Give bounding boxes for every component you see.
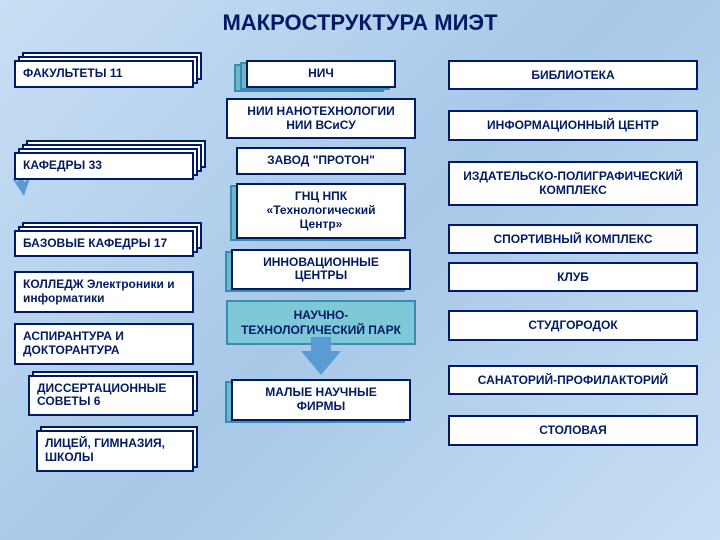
councils-label: ДИССЕРТАЦИОННЫЕ СОВЕТЫ 6	[28, 375, 194, 417]
base-departments-label: БАЗОВЫЕ КАФЕДРЫ 17	[14, 230, 194, 258]
firms-box: МАЛЫЕ НАУЧНЫЕ ФИРМЫ	[231, 379, 411, 421]
faculties-label: ФАКУЛЬТЕТЫ 11	[14, 60, 194, 88]
left-column: ФАКУЛЬТЕТЫ 11 КАФЕДРЫ 33 БАЗОВЫЕ КАФЕДРЫ…	[14, 42, 194, 530]
innov-box: ИННОВАЦИОННЫЕ ЦЕНТРЫ	[231, 249, 411, 291]
campus-box: СТУДГОРОДОК	[448, 310, 698, 340]
college-box: КОЛЛЕДЖ Электроники и информатики	[14, 271, 194, 313]
base-departments-box: БАЗОВЫЕ КАФЕДРЫ 17	[14, 230, 194, 258]
innov-label: ИННОВАЦИОННЫЕ ЦЕНТРЫ	[231, 249, 411, 291]
faculties-box: ФАКУЛЬТЕТЫ 11	[14, 60, 194, 88]
departments-box: КАФЕДРЫ 33	[14, 152, 194, 180]
columns: ФАКУЛЬТЕТЫ 11 КАФЕДРЫ 33 БАЗОВЫЕ КАФЕДРЫ…	[0, 42, 720, 530]
canteen-box: СТОЛОВАЯ	[448, 415, 698, 445]
aspirantura-box: АСПИРАНТУРА И ДОКТОРАНТУРА	[14, 323, 194, 365]
publishing-box: ИЗДАТЕЛЬСКО-ПОЛИГРАФИЧЕСКИЙ КОМПЛЕКС	[448, 161, 698, 206]
nich-label: НИЧ	[246, 60, 396, 88]
library-box: БИБЛИОТЕКА	[448, 60, 698, 90]
gnc-label: ГНЦ НПК «Технологический Центр»	[236, 183, 406, 238]
club-box: КЛУБ	[448, 262, 698, 292]
gnc-box: ГНЦ НПК «Технологический Центр»	[236, 183, 406, 238]
firms-label: МАЛЫЕ НАУЧНЫЕ ФИРМЫ	[231, 379, 411, 421]
nii-box: НИИ НАНОТЕХНОЛОГИИ НИИ ВСиСУ	[226, 98, 416, 140]
zavod-box: ЗАВОД "ПРОТОН"	[236, 147, 406, 175]
info-box: ИНФОРМАЦИОННЫЙ ЦЕНТР	[448, 110, 698, 140]
sanatorium-box: САНАТОРИЙ-ПРОФИЛАКТОРИЙ	[448, 365, 698, 395]
schools-label: ЛИЦЕЙ, ГИМНАЗИЯ, ШКОЛЫ	[36, 430, 194, 472]
arrow-down-icon	[301, 351, 341, 375]
center-column: НИЧ НИИ НАНОТЕХНОЛОГИИ НИИ ВСиСУ ЗАВОД "…	[206, 42, 436, 530]
right-column: БИБЛИОТЕКА ИНФОРМАЦИОННЫЙ ЦЕНТР ИЗДАТЕЛЬ…	[448, 42, 698, 530]
departments-label: КАФЕДРЫ 33	[14, 152, 194, 180]
nich-box: НИЧ	[246, 60, 396, 88]
sport-box: СПОРТИВНЫЙ КОМПЛЕКС	[448, 224, 698, 254]
schools-box: ЛИЦЕЙ, ГИМНАЗИЯ, ШКОЛЫ	[36, 430, 194, 472]
councils-box: ДИССЕРТАЦИОННЫЕ СОВЕТЫ 6	[28, 375, 194, 417]
page-title: МАКРОСТРУКТУРА МИЭТ	[0, 0, 720, 42]
